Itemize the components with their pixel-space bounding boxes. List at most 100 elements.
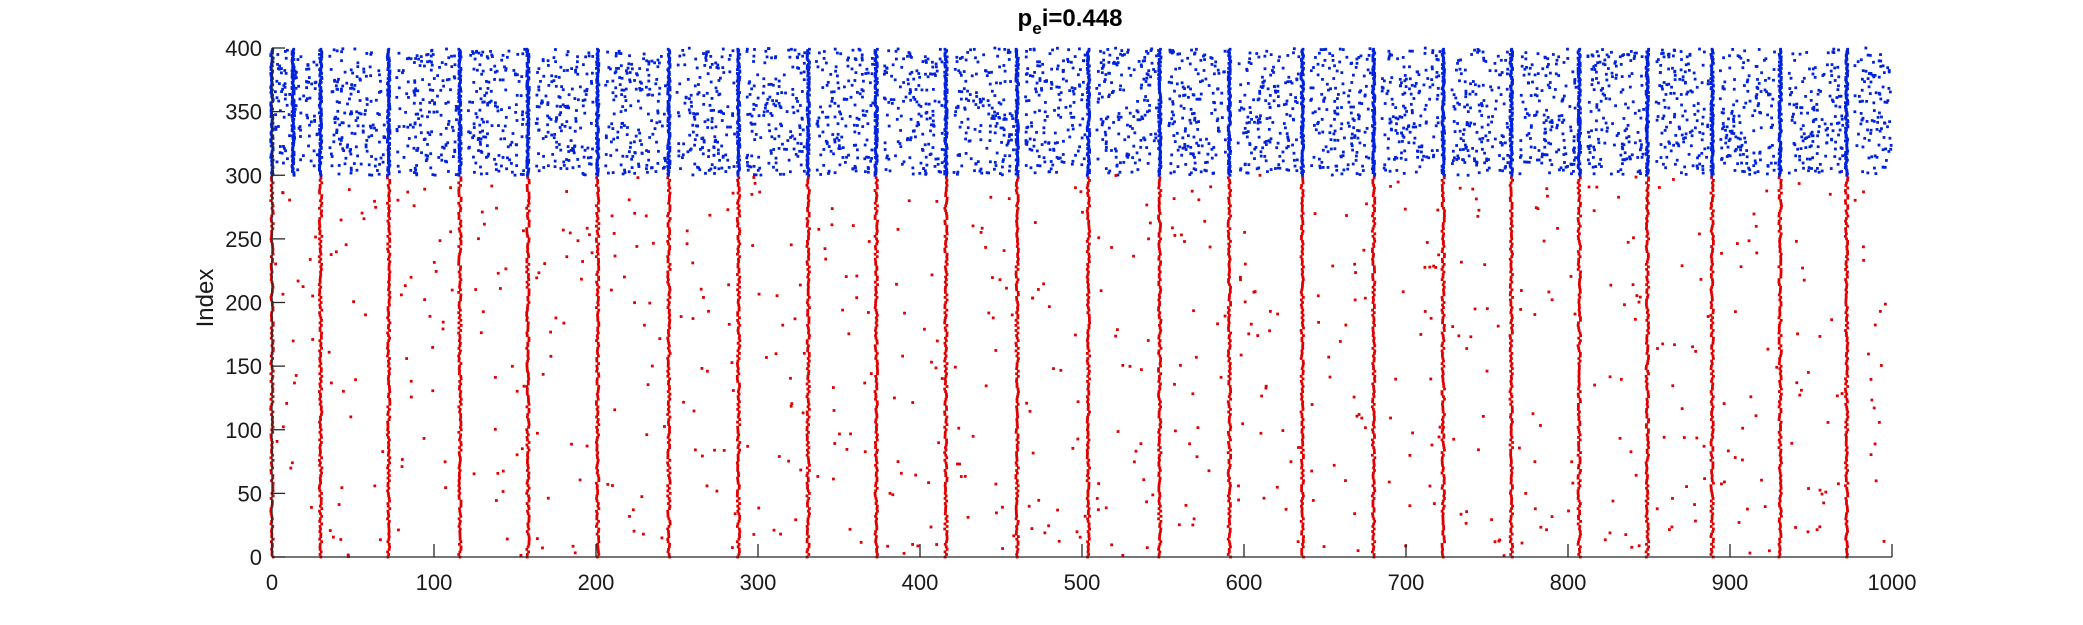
excitatory-spike xyxy=(1227,547,1231,551)
excitatory-spike xyxy=(666,461,670,465)
excitatory-spike xyxy=(459,184,462,187)
excitatory-spike xyxy=(1300,237,1303,241)
inhibitory-spike xyxy=(526,75,530,79)
excitatory-spike xyxy=(1440,545,1444,549)
excitatory-spike xyxy=(1015,423,1019,427)
excitatory-spike xyxy=(1371,346,1375,350)
excitatory-spike xyxy=(736,191,740,195)
excitatory-spike xyxy=(1157,461,1161,465)
excitatory-spike xyxy=(737,474,740,477)
excitatory-spike xyxy=(1159,530,1162,533)
excitatory-spike xyxy=(1301,359,1305,363)
excitatory-spike xyxy=(317,283,321,287)
excitatory-spike xyxy=(1228,435,1232,439)
excitatory-spike xyxy=(271,346,275,350)
excitatory-spike xyxy=(945,463,948,467)
inhibitory-spike xyxy=(271,47,275,51)
excitatory-spike xyxy=(596,201,600,205)
excitatory-spike xyxy=(1371,502,1375,505)
excitatory-spike xyxy=(271,387,275,391)
excitatory-spike xyxy=(807,270,811,274)
excitatory-spike xyxy=(874,331,878,335)
excitatory-spike xyxy=(1086,237,1090,241)
excitatory-spike xyxy=(874,395,878,399)
excitatory-spike xyxy=(1016,484,1020,488)
excitatory-spike xyxy=(1372,413,1376,416)
excitatory-spike xyxy=(1157,306,1161,309)
excitatory-spike xyxy=(1443,252,1446,256)
inhibitory-spike xyxy=(943,92,947,96)
inhibitory-spike xyxy=(320,96,323,100)
excitatory-spike xyxy=(737,250,740,253)
inhibitory-spike xyxy=(527,136,531,140)
excitatory-spike xyxy=(457,405,461,409)
inhibitory-spike xyxy=(527,96,531,100)
excitatory-spike xyxy=(945,298,949,302)
excitatory-spike xyxy=(457,301,461,304)
excitatory-spike xyxy=(1372,339,1376,343)
excitatory-spike xyxy=(1086,446,1090,449)
excitatory-spike xyxy=(1300,499,1303,503)
excitatory-spike xyxy=(874,540,878,544)
inhibitory-spike xyxy=(1015,84,1019,88)
inhibitory-spike xyxy=(525,162,529,166)
excitatory-spike xyxy=(1509,232,1513,236)
excitatory-spike xyxy=(388,189,392,192)
excitatory-spike xyxy=(526,303,530,307)
excitatory-spike xyxy=(527,397,530,401)
excitatory-spike xyxy=(667,385,671,388)
excitatory-spike xyxy=(459,362,463,365)
excitatory-spike xyxy=(319,285,323,289)
inhibitory-spike xyxy=(1086,170,1090,173)
excitatory-spike xyxy=(738,423,742,427)
excitatory-spike xyxy=(1371,262,1375,266)
excitatory-spike xyxy=(457,372,461,376)
excitatory-spike xyxy=(805,448,809,452)
excitatory-spike xyxy=(386,354,389,358)
excitatory-spike xyxy=(459,199,463,203)
inhibitory-spike xyxy=(1511,117,1514,121)
inhibitory-spike xyxy=(1371,139,1374,143)
excitatory-spike xyxy=(874,308,878,312)
excitatory-spike xyxy=(1371,537,1375,541)
excitatory-spike xyxy=(1442,425,1445,429)
excitatory-spike xyxy=(1441,532,1445,536)
excitatory-spike xyxy=(1158,402,1161,406)
excitatory-spike xyxy=(459,341,462,345)
excitatory-spike xyxy=(318,217,322,220)
excitatory-spike xyxy=(1158,339,1162,343)
excitatory-spike xyxy=(596,247,600,251)
excitatory-spike xyxy=(319,354,323,358)
excitatory-spike xyxy=(1511,273,1514,276)
excitatory-spike xyxy=(1577,293,1581,297)
excitatory-spike xyxy=(526,522,530,526)
inhibitory-spike xyxy=(457,143,461,147)
excitatory-spike xyxy=(319,433,323,437)
excitatory-spike xyxy=(1229,301,1232,304)
excitatory-spike xyxy=(597,260,600,264)
excitatory-spike xyxy=(1086,397,1090,401)
inhibitory-spike xyxy=(808,47,811,51)
excitatory-spike xyxy=(1016,395,1019,399)
excitatory-spike xyxy=(1301,502,1304,505)
excitatory-spike xyxy=(875,224,879,228)
inhibitory-spike xyxy=(1299,74,1303,78)
inhibitory-spike xyxy=(320,139,324,143)
excitatory-spike xyxy=(1510,499,1513,503)
excitatory-spike xyxy=(1227,199,1231,203)
excitatory-spike xyxy=(527,471,531,475)
excitatory-spike xyxy=(943,352,947,355)
excitatory-spike xyxy=(319,428,323,432)
excitatory-spike xyxy=(735,377,739,381)
excitatory-spike xyxy=(271,474,275,477)
excitatory-spike xyxy=(806,290,810,294)
excitatory-spike xyxy=(1158,296,1161,299)
inhibitory-spike xyxy=(736,77,740,80)
inhibitory-spike xyxy=(806,153,809,157)
excitatory-spike xyxy=(1087,438,1091,442)
excitatory-spike xyxy=(943,402,947,406)
inhibitory-spike xyxy=(1016,65,1020,69)
excitatory-spike xyxy=(668,491,672,495)
inhibitory-spike xyxy=(668,131,672,135)
inhibitory-spike xyxy=(388,78,392,82)
